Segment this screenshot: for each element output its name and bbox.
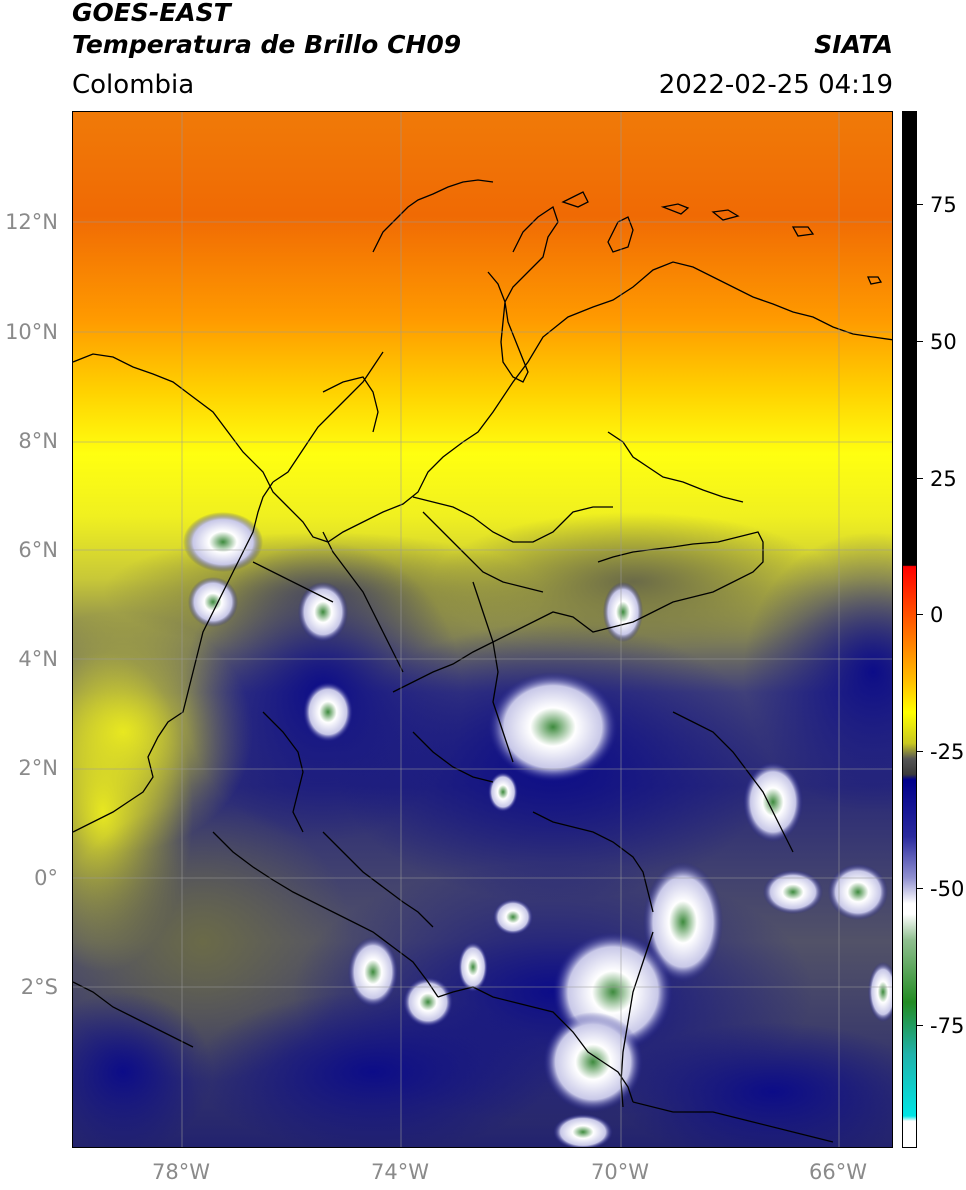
title-satellite: GOES-EAST xyxy=(72,0,231,27)
agency-label: SIATA xyxy=(814,30,893,59)
colorbar-tick xyxy=(917,341,923,342)
colorbar-tick xyxy=(917,204,923,205)
colorbar-label-25: 25 xyxy=(930,467,957,491)
colorbar-label-0: 0 xyxy=(930,603,944,627)
colorbar-label-50: 50 xyxy=(930,330,957,354)
convective-storm-cores xyxy=(183,512,892,1147)
lat-label-2n: 2°N xyxy=(18,756,58,780)
lat-label-6n: 6°N xyxy=(18,538,58,562)
lon-label-74w: 74°W xyxy=(371,1160,429,1184)
colorbar-tick xyxy=(917,751,923,752)
lat-label-2s: 2°S xyxy=(20,975,58,999)
coastlines-and-borders xyxy=(73,179,892,1143)
map-canvas xyxy=(73,112,892,1147)
colorbar-tick xyxy=(917,1025,923,1026)
timestamp: 2022-02-25 04:19 xyxy=(658,70,893,100)
lat-label-10n: 10°N xyxy=(5,320,58,344)
colorbar xyxy=(902,111,917,1148)
colorbar-label-minus25: -25 xyxy=(930,740,965,764)
colorbar-gradient xyxy=(903,112,916,1147)
region-label: Colombia xyxy=(72,70,195,100)
title-product: Temperatura de Brillo CH09 xyxy=(72,30,462,59)
colorbar-tick xyxy=(917,888,923,889)
lon-label-70w: 70°W xyxy=(591,1160,649,1184)
colorbar-label-75: 75 xyxy=(930,193,957,217)
lat-label-12n: 12°N xyxy=(5,210,58,234)
lat-label-4n: 4°N xyxy=(18,647,58,671)
colorbar-label-minus75: -75 xyxy=(930,1014,965,1038)
lon-label-78w: 78°W xyxy=(152,1160,210,1184)
colorbar-tick xyxy=(917,478,923,479)
colorbar-label-minus50: -50 xyxy=(930,877,965,901)
lat-label-8n: 8°N xyxy=(18,429,58,453)
lon-label-66w: 66°W xyxy=(809,1160,867,1184)
graticule xyxy=(73,112,892,1147)
colorbar-tick xyxy=(917,614,923,615)
satellite-map xyxy=(72,111,893,1148)
lat-label-equator: 0° xyxy=(34,866,58,890)
